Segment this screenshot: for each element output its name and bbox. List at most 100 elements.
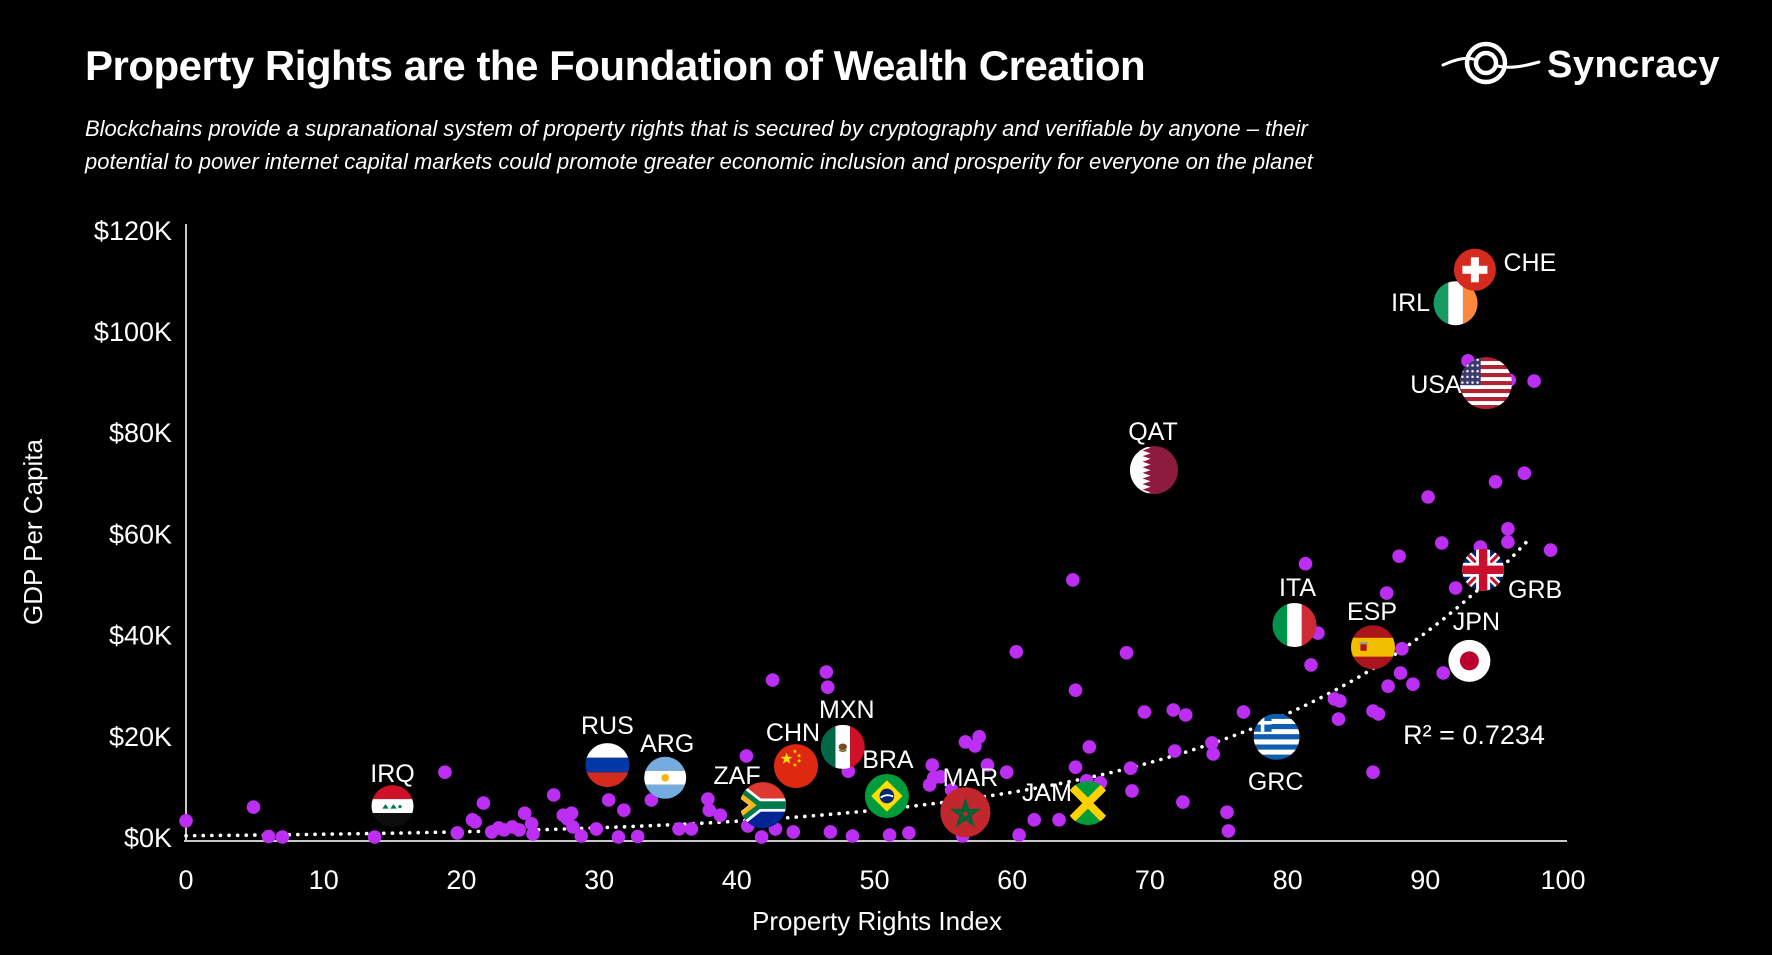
country-flag-chn	[773, 744, 819, 789]
country-label-irq: IRQ	[370, 760, 414, 788]
country-flag-irq	[371, 785, 414, 828]
x-tick-label: 10	[309, 865, 339, 895]
data-point	[972, 730, 986, 744]
country-label-qat: QAT	[1128, 418, 1178, 446]
data-point	[672, 822, 686, 836]
x-tick-label: 90	[1410, 865, 1440, 895]
x-tick-label: 80	[1273, 865, 1303, 895]
x-tick-label: 100	[1540, 865, 1585, 895]
y-tick-label: $60K	[109, 519, 172, 549]
data-point	[1517, 466, 1532, 481]
country-flag-che	[1453, 248, 1496, 291]
data-point	[1543, 543, 1558, 557]
country-flag-mar	[940, 787, 991, 838]
data-point	[820, 680, 835, 694]
data-point	[713, 808, 728, 822]
y-axis-title: GDP Per Capita	[18, 438, 48, 624]
data-point	[1119, 646, 1134, 660]
country-flag-grc	[1253, 713, 1300, 760]
data-point	[786, 825, 801, 839]
data-point	[1012, 828, 1026, 842]
country-label-zaf: ZAF	[713, 762, 760, 790]
data-point	[1436, 666, 1450, 680]
data-point	[754, 830, 769, 844]
y-tick-label: $20K	[109, 722, 172, 752]
data-point	[1206, 747, 1220, 761]
country-label-bra: BRA	[862, 746, 914, 774]
country-label-che: CHE	[1504, 249, 1557, 277]
data-point	[980, 758, 995, 772]
data-point	[617, 803, 631, 817]
x-axis-title: Property Rights Index	[752, 906, 1002, 936]
data-point	[1123, 761, 1138, 775]
country-label-mar: MAR	[943, 764, 999, 792]
data-point	[1421, 490, 1435, 504]
data-point	[611, 830, 626, 844]
country-label-usa: USA	[1410, 371, 1462, 399]
data-point	[1366, 765, 1380, 779]
data-point	[564, 806, 579, 820]
data-point	[1205, 736, 1219, 750]
r-squared-label: R² = 0.7234	[1403, 720, 1545, 750]
data-point	[589, 822, 604, 836]
data-point	[902, 826, 916, 840]
page-title: Property Rights are the Foundation of We…	[85, 42, 1146, 89]
data-point	[1527, 374, 1541, 388]
data-point	[1068, 683, 1083, 697]
data-point	[1166, 703, 1181, 717]
country-flag-grb	[1462, 548, 1505, 591]
x-tick-label: 0	[178, 865, 193, 895]
data-point	[468, 815, 483, 829]
x-tick-label: 40	[722, 865, 752, 895]
country-label-arg: ARG	[640, 730, 694, 758]
data-point	[1381, 679, 1395, 693]
data-point	[1221, 824, 1236, 838]
country-flag-mxn	[820, 724, 865, 769]
data-point	[1027, 813, 1041, 827]
data-point	[1488, 475, 1503, 489]
data-point	[546, 788, 561, 802]
data-point	[630, 829, 645, 844]
data-point	[999, 765, 1014, 779]
data-point	[1167, 744, 1182, 758]
data-point	[512, 823, 526, 837]
y-tick-label: $0K	[124, 823, 172, 853]
data-point	[1435, 536, 1449, 550]
country-label-irl: IRL	[1391, 289, 1430, 317]
x-tick-label: 60	[997, 865, 1027, 895]
y-tick-label: $120K	[94, 216, 172, 246]
country-flag-zaf	[740, 782, 786, 829]
syncracy-logo: Syncracy	[1441, 34, 1720, 97]
data-point	[1501, 522, 1515, 536]
data-point	[1236, 705, 1251, 719]
data-point	[1393, 666, 1408, 680]
country-flag-rus	[585, 743, 630, 788]
data-point	[601, 793, 616, 807]
country-flag-ita	[1272, 602, 1317, 648]
data-point	[1331, 712, 1346, 726]
country-flag-jam	[1065, 781, 1110, 826]
country-label-esp: ESP	[1347, 598, 1397, 626]
country-label-grb: GRB	[1508, 576, 1562, 604]
x-tick-label: 30	[584, 865, 614, 895]
y-tick-label: $100K	[94, 317, 172, 347]
data-point	[1052, 813, 1066, 827]
data-point	[1392, 549, 1406, 563]
y-tick-label: $40K	[109, 621, 172, 651]
data-point	[1009, 645, 1024, 659]
country-flag-qat	[1129, 446, 1179, 495]
data-point	[526, 827, 540, 841]
data-point	[933, 770, 948, 784]
data-point	[1298, 556, 1313, 571]
country-label-jpn: JPN	[1453, 608, 1500, 636]
country-flag-esp	[1350, 625, 1396, 670]
data-point	[1176, 795, 1190, 809]
country-flag-irl	[1433, 281, 1478, 326]
data-point	[739, 749, 754, 763]
country-label-jam: JAM	[1022, 779, 1072, 807]
data-point	[1178, 708, 1193, 722]
country-label-chn: CHN	[766, 719, 820, 747]
x-tick-label: 50	[859, 865, 889, 895]
